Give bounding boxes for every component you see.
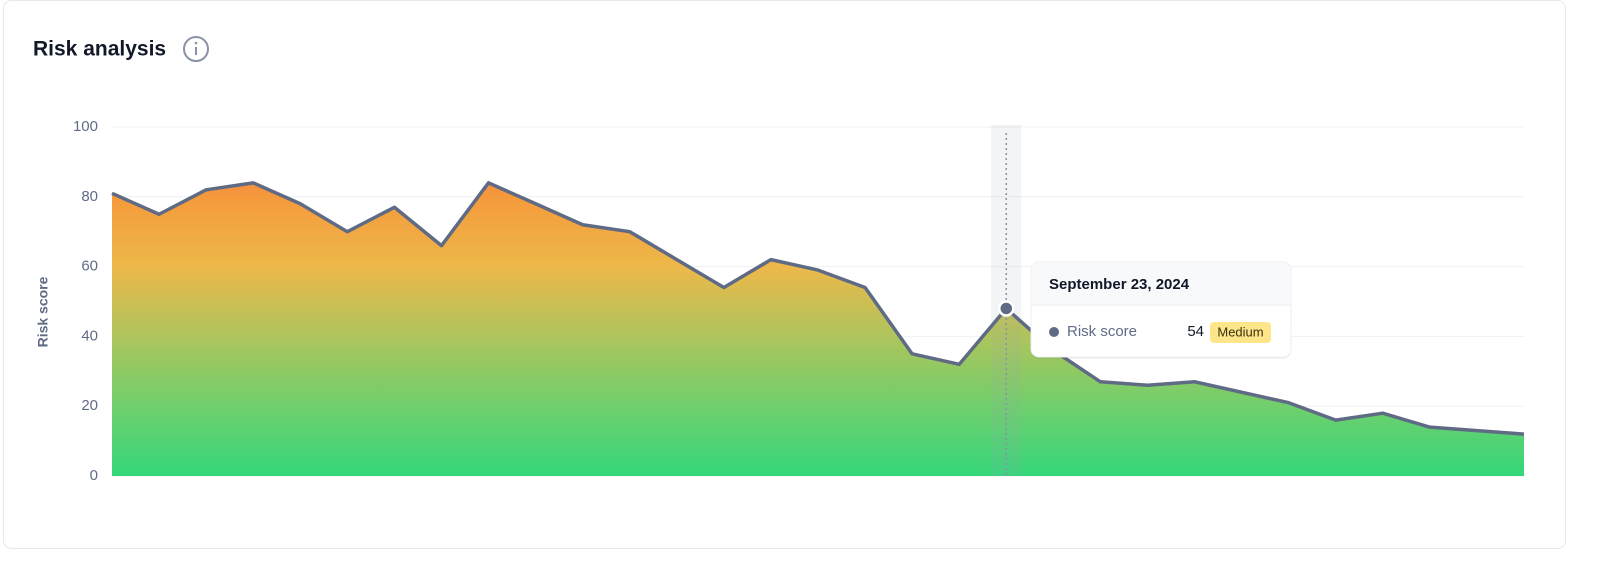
plot: 0 20 40 60 80 100: [73, 118, 1525, 484]
y-tick-label: 40: [81, 327, 98, 344]
tooltip-header: [1032, 263, 1290, 305]
tooltip-date: September 23, 2024: [1049, 276, 1190, 293]
area-line: [111, 181, 1525, 436]
y-tick-label: 60: [81, 258, 98, 275]
risk-badge-label: Medium: [1217, 324, 1263, 339]
area-fill: [112, 182, 1524, 476]
y-tick-label: 0: [90, 467, 98, 484]
tooltip-series: Risk score: [1067, 323, 1137, 340]
risk-badge: [1210, 322, 1271, 343]
y-tick-label: 80: [81, 188, 98, 205]
card-title: Risk analysis: [33, 38, 166, 61]
hover-point: [998, 300, 1015, 317]
info-icon[interactable]: [183, 36, 209, 62]
tooltip-value: 54: [1187, 323, 1204, 340]
tooltip: September 23, 2024 Risk score 54 Medium: [1030, 261, 1292, 359]
y-tick-label: 20: [81, 397, 98, 414]
tooltip-dot: [1049, 327, 1059, 337]
y-tick-label: 100: [73, 118, 98, 135]
y-axis-label: Risk score: [35, 276, 51, 347]
